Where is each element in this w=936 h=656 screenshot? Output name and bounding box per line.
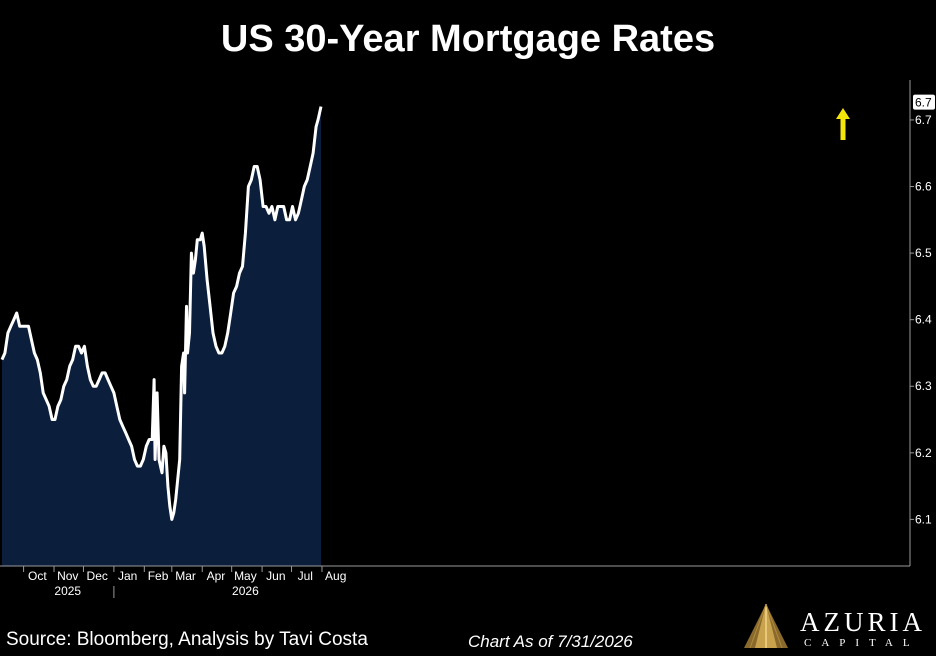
x-tick-label: Nov bbox=[57, 569, 78, 583]
x-tick-label: Oct bbox=[28, 569, 47, 583]
logo-wordmark: AZURIA bbox=[800, 607, 926, 637]
last-value-label: 6.7 bbox=[915, 96, 932, 110]
x-tick-label: Jul bbox=[298, 569, 313, 583]
series-area bbox=[2, 106, 321, 566]
x-axis: Oct Nov Dec Jan Feb Mar Apr May Jun Jul Aug 2025 202… bbox=[0, 565, 910, 598]
annotations: 6.7 bbox=[836, 94, 935, 140]
series-line bbox=[0, 106, 323, 521]
azuria-logo: AZURIA CAPITAL bbox=[738, 600, 934, 652]
y-tick-label: 6.3 bbox=[915, 379, 932, 393]
y-tick-label: 6.2 bbox=[915, 446, 932, 460]
x-tick-label: Aug bbox=[325, 569, 346, 583]
logo-subtitle: CAPITAL bbox=[804, 637, 920, 649]
y-tick-label: 6.7 bbox=[915, 113, 932, 127]
chart-title: US 30-Year Mortgage Rates bbox=[220, 18, 716, 60]
x-tick-label: Jun bbox=[266, 569, 285, 583]
x-tick-label: Dec bbox=[87, 569, 108, 583]
as-of-note: Chart As of 7/31/2026 bbox=[468, 632, 633, 651]
azuria-logo-mark-icon bbox=[744, 603, 788, 649]
y-axis: 6.1 6.2 6.3 6.4 6.5 6.6 6.7 bbox=[909, 80, 932, 566]
last-value-badge bbox=[913, 94, 935, 110]
x-tick-label: Mar bbox=[175, 569, 196, 583]
source-note: Source: Bloomberg, Analysis by Tavi Cost… bbox=[6, 629, 368, 650]
x-year-label: 2025 bbox=[54, 584, 81, 598]
x-tick-label: Feb bbox=[148, 569, 169, 583]
y-tick-label: 6.5 bbox=[915, 246, 932, 260]
up-arrow-icon bbox=[836, 108, 850, 140]
y-tick-label: 6.1 bbox=[915, 512, 932, 526]
x-tick-label: May bbox=[234, 569, 257, 583]
x-tick-label: Jan bbox=[118, 569, 137, 583]
y-tick-label: 6.4 bbox=[915, 313, 932, 327]
y-tick-label: 6.6 bbox=[915, 180, 932, 194]
plot-area bbox=[0, 106, 323, 566]
x-tick-label: Apr bbox=[207, 569, 226, 583]
x-year-label: 2026 bbox=[232, 584, 259, 598]
